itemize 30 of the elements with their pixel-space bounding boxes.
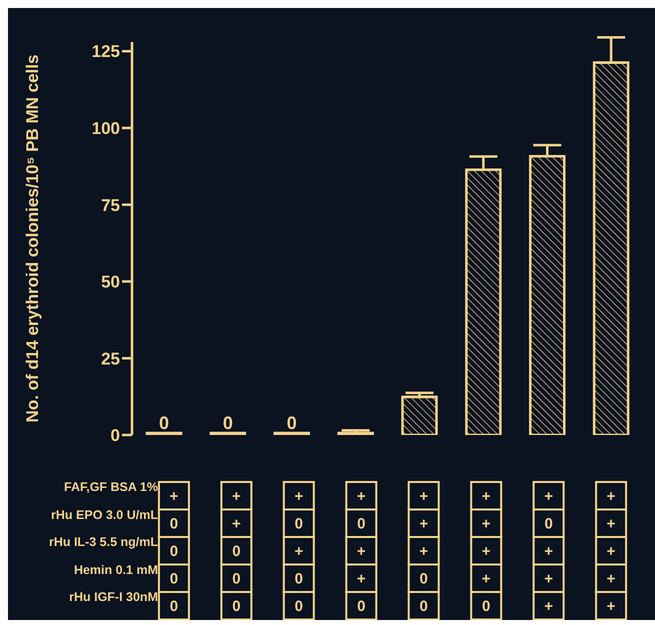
- text: Hemin 0.1 mM: [74, 562, 158, 578]
- bar: [274, 432, 310, 435]
- x-tick-label: + 0 0 0 0: [170, 488, 179, 615]
- x-tick-label: + 0 + + 0: [356, 488, 366, 615]
- text: rHu IL-3 5.5 ng/mL: [48, 534, 158, 551]
- data-label: 0: [158, 413, 170, 433]
- y-axis-title: No. of d14 erythroid colonies/10⁵ PB MN cells: [23, 54, 42, 422]
- data-label: 0: [222, 413, 233, 433]
- x-tick-label: + + + + 0: [482, 488, 491, 615]
- y-tick-label: 125: [92, 42, 120, 62]
- bar: [146, 432, 182, 435]
- y-tick-label: 25: [101, 349, 120, 368]
- data-label: 0: [286, 413, 297, 433]
- y-tick-label: 100: [92, 119, 120, 138]
- bar: [529, 154, 566, 435]
- x-tick-label: + 0 + + +: [544, 488, 554, 615]
- x-tick-label: + + + 0 0: [419, 488, 428, 615]
- bar: [592, 61, 630, 435]
- y-tick-label: 75: [101, 196, 120, 215]
- text: FAF,GF BSA 1%: [64, 479, 158, 496]
- x-tick-label: + + + + +: [606, 488, 616, 615]
- x-tick-label: + + 0 0 0: [232, 488, 241, 615]
- y-tick-label: 0: [110, 426, 120, 446]
- text: rHu IGF-I 30nM: [69, 589, 158, 606]
- bar: [210, 432, 246, 435]
- bar: [465, 168, 502, 435]
- y-tick-label: 50: [101, 272, 120, 292]
- bar: [401, 396, 438, 435]
- text: rHu EPO 3.0 U/mL: [51, 506, 158, 524]
- x-tick-label: + 0 + 0 0: [294, 488, 304, 615]
